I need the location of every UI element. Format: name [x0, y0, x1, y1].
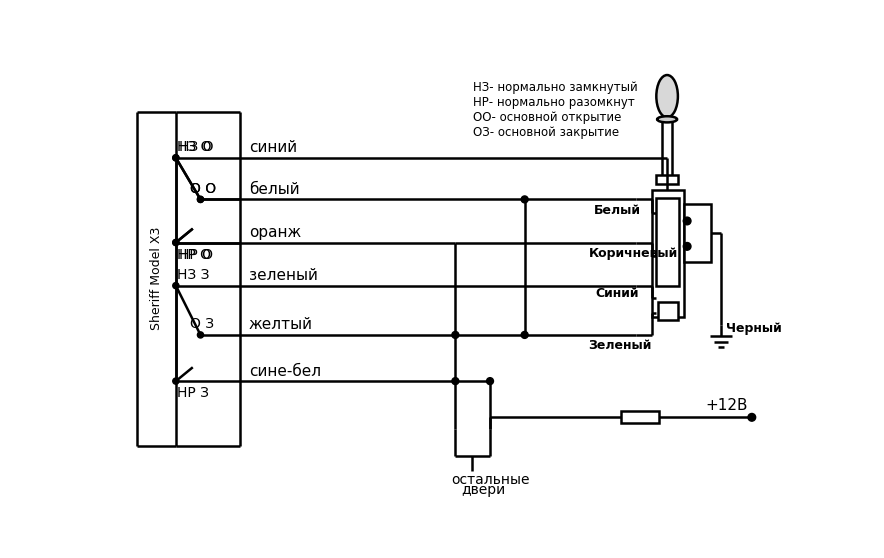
- Text: зеленый: зеленый: [249, 268, 318, 283]
- Text: Коричневый: Коричневый: [589, 247, 678, 260]
- Circle shape: [197, 332, 203, 338]
- Circle shape: [172, 378, 179, 384]
- Circle shape: [452, 378, 459, 384]
- Text: НР З: НР З: [178, 387, 210, 401]
- Circle shape: [172, 155, 179, 161]
- Bar: [684, 204, 711, 262]
- Circle shape: [683, 217, 691, 225]
- Text: О О: О О: [190, 181, 216, 196]
- Circle shape: [172, 239, 179, 246]
- Text: О З: О З: [190, 317, 214, 331]
- Circle shape: [197, 196, 203, 203]
- Text: сине-бел: сине-бел: [249, 364, 321, 379]
- Text: НЗ З: НЗ З: [178, 268, 210, 282]
- Text: Sheriff Model X3: Sheriff Model X3: [150, 227, 164, 330]
- Circle shape: [522, 196, 528, 203]
- Circle shape: [172, 155, 179, 161]
- Bar: [652, 190, 684, 317]
- Text: НЗ- нормально замкнутый
НР- нормально разомкнут
ОО- основной открытие
ОЗ- основн: НЗ- нормально замкнутый НР- нормально ра…: [473, 81, 638, 139]
- Bar: [621, 411, 659, 424]
- Ellipse shape: [657, 116, 677, 122]
- Text: белый: белый: [249, 182, 300, 197]
- Text: двери: двери: [461, 483, 506, 497]
- Text: НЗ О: НЗ О: [179, 140, 213, 154]
- Bar: [658, 302, 678, 320]
- Circle shape: [486, 378, 493, 384]
- Bar: [656, 198, 680, 286]
- Text: Зеленый: Зеленый: [589, 339, 652, 352]
- Circle shape: [172, 282, 179, 288]
- Circle shape: [172, 239, 179, 246]
- Text: Черный: Черный: [726, 323, 781, 335]
- Circle shape: [197, 196, 203, 203]
- Circle shape: [522, 331, 528, 338]
- Text: остальные: остальные: [452, 473, 530, 487]
- Circle shape: [452, 331, 459, 338]
- Ellipse shape: [656, 75, 678, 117]
- Bar: [656, 175, 678, 184]
- Text: оранж: оранж: [249, 225, 301, 240]
- Circle shape: [683, 243, 691, 250]
- Circle shape: [748, 413, 756, 421]
- Text: НР О: НР О: [178, 248, 211, 262]
- Text: +12В: +12В: [705, 398, 748, 413]
- Text: синий: синий: [249, 140, 297, 155]
- Text: НР О: НР О: [179, 248, 213, 262]
- Text: Белый: Белый: [594, 204, 641, 217]
- Text: НЗ О: НЗ О: [178, 140, 212, 154]
- Text: желтый: желтый: [249, 318, 313, 333]
- Text: О О: О О: [190, 181, 216, 196]
- Text: Синий: Синий: [596, 287, 639, 300]
